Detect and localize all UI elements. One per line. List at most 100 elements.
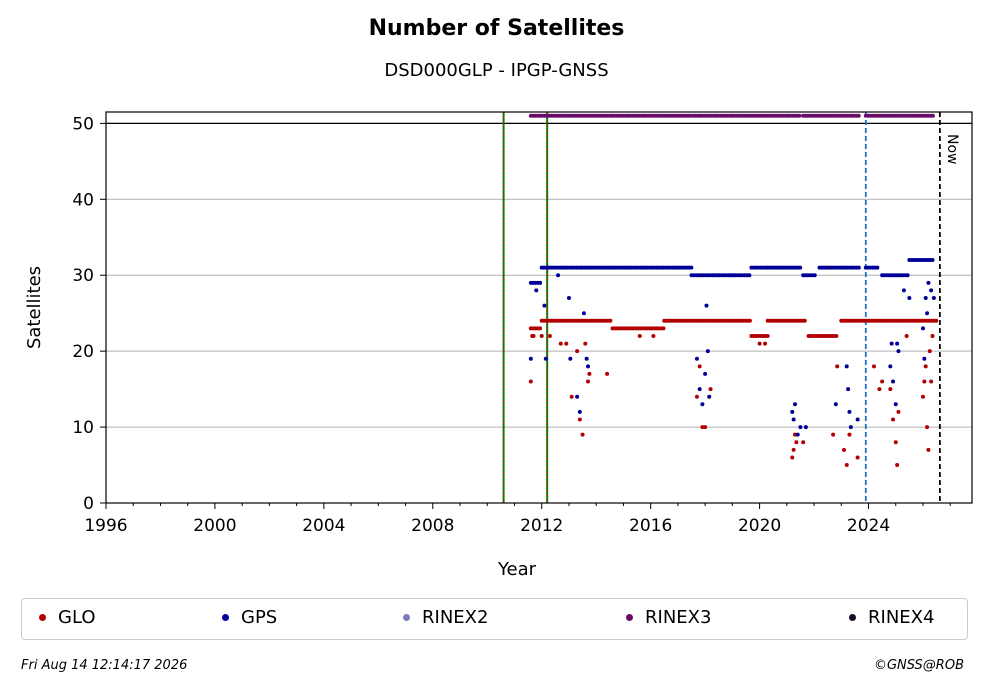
point-glo [577,417,582,422]
point-gps [689,265,694,270]
point-glo [880,379,885,384]
point-gps [747,273,752,278]
point-gps [907,296,912,301]
point-gps [798,265,803,270]
point-glo [842,447,847,452]
footer-copyright: ©GNSS@ROB [873,658,964,673]
point-glo [934,318,939,323]
point-gps [901,288,906,293]
point-glo [835,364,840,369]
point-gps [926,280,931,285]
point-glo [763,341,768,346]
legend-marker-gps [222,614,229,621]
point-glo [925,425,930,430]
point-glo [637,333,642,338]
point-glo [569,394,574,399]
point-gps [704,303,709,308]
x-tick-label: 2020 [738,516,781,536]
legend-label-gps: GPS [241,607,278,628]
point-glo [893,440,898,445]
point-gps [891,379,896,384]
point-glo [847,432,852,437]
y-tick-label: 10 [72,418,94,438]
point-glo [564,341,569,346]
point-gps [833,402,838,407]
x-axis-label: Year [497,559,537,580]
y-tick-label: 20 [72,342,94,362]
point-gps [586,364,591,369]
point-glo [929,379,934,384]
point-gps [846,387,851,392]
point-gps [848,425,853,430]
point-gps [803,425,808,430]
point-glo [538,326,543,331]
point-glo [661,326,666,331]
point-glo [694,394,699,399]
point-glo [528,379,533,384]
point-gps [792,402,797,407]
x-tick-label: 1996 [84,516,127,536]
point-gps [543,356,548,361]
point-gps [855,417,860,422]
point-glo [575,349,580,354]
point-gps [920,326,925,331]
legend-label-glo: GLO [58,607,96,628]
point-glo [920,394,925,399]
point-gps [568,356,573,361]
y-axis-label: Satellites [24,266,45,349]
point-gps [566,296,571,301]
legend-label-rinex3: RINEX3 [645,607,712,628]
point-gps [705,349,710,354]
y-tick-label: 0 [83,494,94,514]
legend-label-rinex4: RINEX4 [868,607,935,628]
point-glo [802,318,807,323]
point-glo [747,318,752,323]
point-gps [791,417,796,422]
legend-marker-rinex3 [626,614,633,621]
point-glo [927,349,932,354]
point-gps [922,356,927,361]
point-gps [581,311,586,316]
point-glo [531,333,536,338]
point-gps [888,364,893,369]
chart-plot: Now 1996 2000 2004 2008 2012 2016 2020 2024 0 10 2… [24,111,973,580]
footer-timestamp: Fri Aug 14 12:14:17 2026 [21,658,188,673]
point-glo [587,371,592,376]
point-gps [812,273,817,278]
point-glo [558,341,563,346]
chart-legend: GLO GPS RINEX2 RINEX3 RINEX4 [21,598,968,640]
point-glo [605,371,610,376]
point-glo [794,440,799,445]
point-glo [855,455,860,460]
point-glo [608,318,613,323]
point-glo [831,432,836,437]
y-tick-label: 50 [72,114,94,134]
y-tick-label: 30 [72,266,94,286]
point-glo [765,333,770,338]
point-gps [703,371,708,376]
point-gps [889,341,894,346]
point-gps [584,356,589,361]
point-glo [871,364,876,369]
point-gps [923,296,928,301]
point-gps [875,265,880,270]
legend-item-rinex3: RINEX3 [626,607,711,628]
point-glo [539,333,544,338]
point-gps [931,296,936,301]
point-glo [547,333,552,338]
series-rinex3 [528,113,935,118]
x-tick-label: 2004 [302,516,345,536]
point-gps [896,349,901,354]
point-glo [580,432,585,437]
legend-marker-glo [39,614,46,621]
point-glo [888,387,893,392]
point-gps [847,409,852,414]
x-tick-label: 2012 [520,516,563,536]
point-gps [895,341,900,346]
point-gps [795,432,800,437]
point-glo [708,387,713,392]
point-glo [904,333,909,338]
point-glo [877,387,882,392]
point-gps [577,409,582,414]
point-glo [801,440,806,445]
